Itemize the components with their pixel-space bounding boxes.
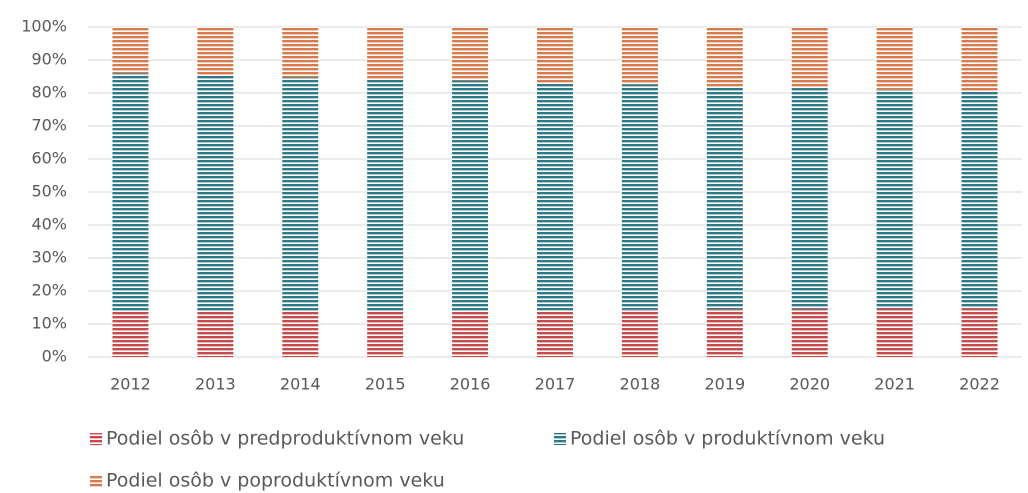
bar-segment	[961, 91, 998, 309]
legend-label: Podiel osôb v poproduktívnom veku	[106, 470, 445, 492]
y-tick-label: 40%	[31, 215, 67, 234]
bar-segment	[791, 308, 828, 357]
bar-segment	[706, 27, 743, 87]
x-tick-label: 2013	[195, 375, 236, 394]
bar-segment	[197, 311, 234, 357]
legend-swatch	[90, 475, 102, 487]
bar-segment	[197, 27, 234, 75]
bar-segment	[876, 89, 913, 309]
legend-label: Podiel osôb v predproduktívnom veku	[106, 428, 464, 450]
legend-swatch	[90, 433, 102, 445]
bar-segment	[282, 27, 319, 78]
y-tick-label: 20%	[31, 281, 67, 300]
bar-segment	[537, 27, 573, 83]
bar-segment	[791, 27, 828, 89]
bar-segment	[452, 310, 489, 357]
y-tick-label: 70%	[31, 116, 67, 135]
bar-segment	[367, 311, 404, 357]
bar-segment	[452, 27, 489, 81]
bar-segment	[367, 27, 404, 79]
bar-segment	[706, 86, 743, 310]
y-tick-label: 0%	[42, 347, 67, 366]
y-tick-label: 30%	[31, 248, 67, 267]
bar-segment	[112, 311, 149, 357]
bar-segment	[876, 27, 913, 90]
x-tick-label: 2015	[365, 375, 406, 394]
x-tick-label: 2022	[959, 375, 1000, 394]
y-tick-label: 90%	[31, 50, 67, 69]
bar-segment	[537, 310, 573, 357]
legend-swatch	[554, 433, 566, 445]
bar-segment	[282, 311, 319, 357]
x-tick-label: 2016	[450, 375, 491, 394]
bar-segment	[876, 308, 913, 357]
x-tick-label: 2019	[704, 375, 745, 394]
x-tick-label: 2014	[280, 375, 321, 394]
bar-segment	[282, 77, 319, 312]
legend-label: Podiel osôb v produktívnom veku	[570, 428, 885, 450]
bar-segment	[621, 84, 658, 310]
bar-segment	[706, 309, 743, 357]
x-tick-label: 2020	[789, 375, 830, 394]
bar-segment	[537, 82, 573, 311]
x-tick-label: 2017	[535, 375, 576, 394]
bar-segment	[452, 80, 489, 311]
y-tick-label: 10%	[31, 314, 67, 333]
bar-segment	[621, 309, 658, 357]
bar-segment	[791, 88, 828, 309]
y-tick-label: 100%	[21, 17, 67, 36]
bar-segment	[112, 73, 149, 312]
bar-segment	[367, 78, 404, 312]
y-tick-label: 50%	[31, 182, 67, 201]
bar-segment	[961, 27, 998, 92]
x-tick-label: 2012	[110, 375, 151, 394]
bar-segment	[197, 74, 234, 312]
x-tick-label: 2021	[874, 375, 915, 394]
x-tick-label: 2018	[620, 375, 661, 394]
y-tick-label: 80%	[31, 83, 67, 102]
y-tick-label: 60%	[31, 149, 67, 168]
bar-segment	[112, 27, 149, 74]
bar-segment	[961, 308, 998, 357]
bar-segment	[621, 27, 658, 85]
